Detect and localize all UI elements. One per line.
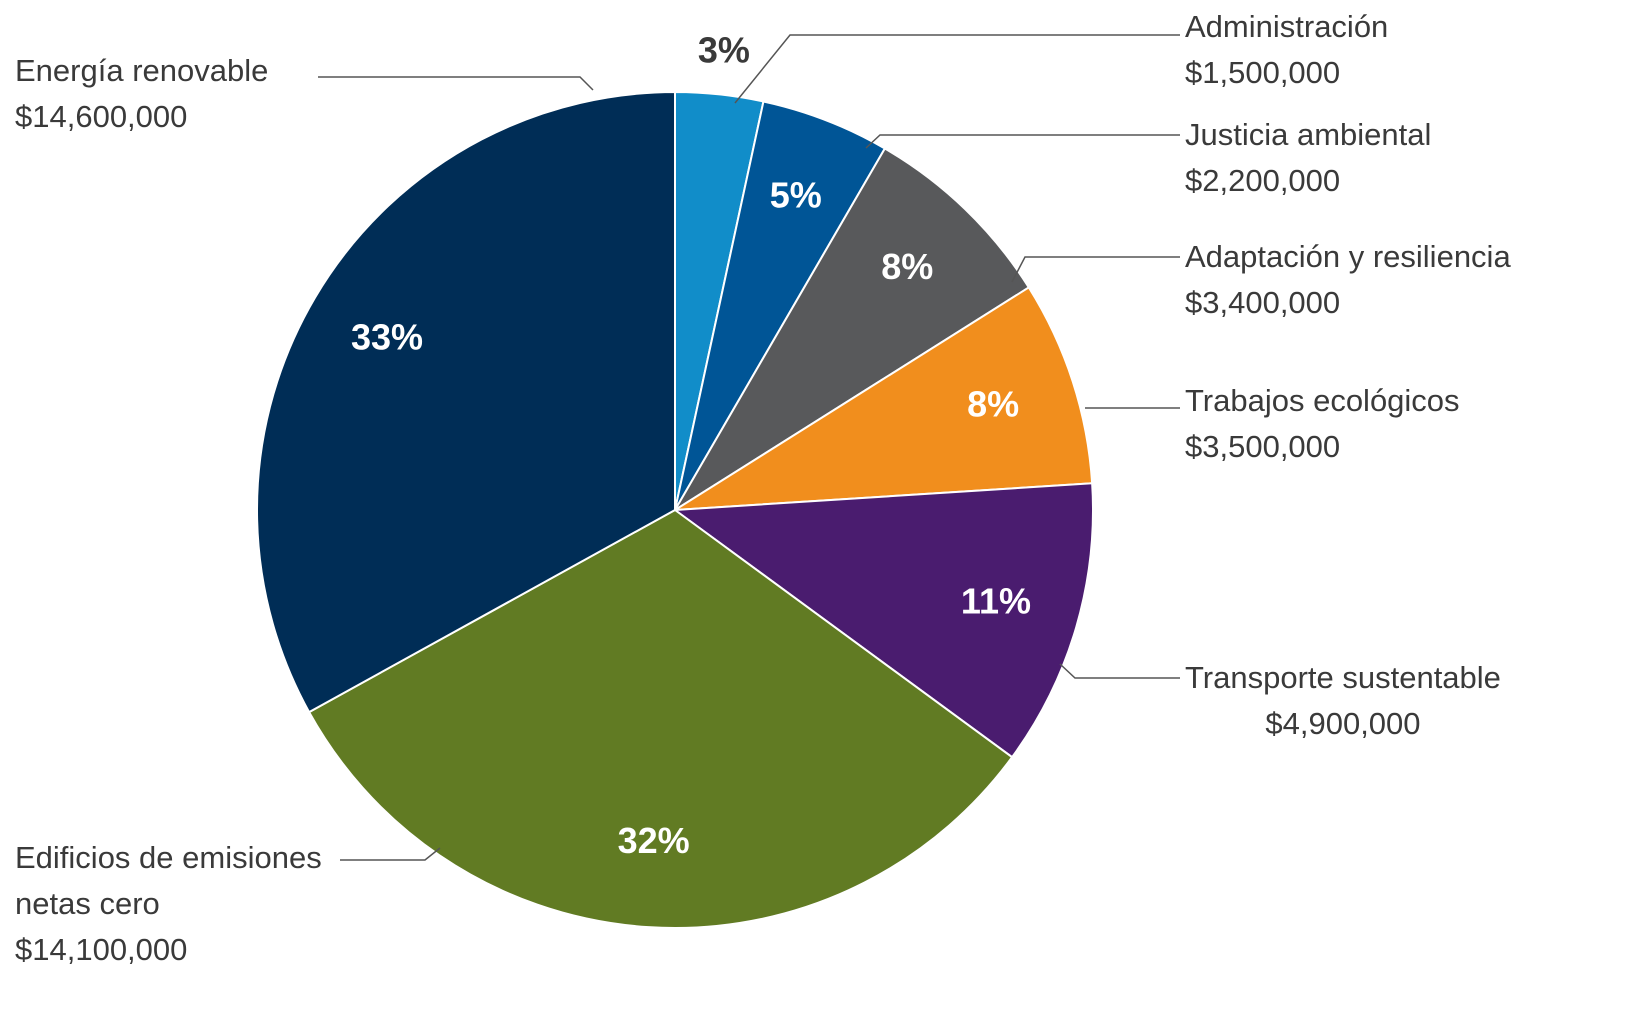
pie-slice — [674, 286, 1094, 511]
value-label: $2,200,000 — [1185, 163, 1341, 198]
percent-label: 5% — [770, 175, 822, 216]
category-label: Adaptación y resiliencia — [1185, 239, 1511, 274]
category-label: Administración — [1185, 9, 1389, 44]
value-label: $14,100,000 — [15, 932, 188, 967]
category-label: Transporte sustentable — [1185, 660, 1501, 695]
slice-label: Justicia ambiental $2,200,000 — [1185, 112, 1431, 204]
slice-label: Adaptación y resiliencia $3,400,000 — [1185, 234, 1511, 326]
leader-line — [734, 34, 1180, 104]
percent-label: 32% — [618, 820, 690, 861]
pie-slice — [674, 147, 1031, 511]
value-label: $14,600,000 — [15, 99, 188, 134]
leader-line — [340, 847, 441, 861]
pie-slice — [307, 508, 1014, 929]
percent-label: 8% — [967, 384, 1019, 425]
value-label: $3,500,000 — [1185, 429, 1341, 464]
category-label: Edificios de emisiones netas cero — [15, 840, 322, 921]
leader-line — [318, 76, 594, 91]
leader-line — [865, 134, 1180, 149]
percent-label: 3% — [698, 29, 750, 70]
category-label: Trabajos ecológicos — [1185, 383, 1460, 418]
slice-label: Administración $1,500,000 — [1185, 4, 1388, 96]
percent-label: 11% — [961, 580, 1031, 621]
percent-label: 33% — [351, 317, 423, 358]
leader-line — [1059, 663, 1180, 679]
value-label: $3,400,000 — [1185, 285, 1341, 320]
value-label: $1,500,000 — [1185, 55, 1341, 90]
pie-slice — [256, 90, 676, 714]
value-label: $4,900,000 — [1265, 706, 1421, 741]
slice-label: Edificios de emisiones netas cero $14,100… — [15, 835, 355, 973]
slice-label: Trabajos ecológicos $3,500,000 — [1185, 378, 1460, 470]
slice-label: Transporte sustentable $4,900,000 — [1185, 655, 1501, 747]
category-label: Justicia ambiental — [1185, 117, 1432, 152]
pie-slice — [672, 482, 1094, 759]
leader-line — [1011, 256, 1180, 283]
slice-label: Energía renovable $14,600,000 — [15, 48, 268, 140]
percent-label: 8% — [881, 246, 933, 287]
category-label: Energía renovable — [15, 53, 269, 88]
